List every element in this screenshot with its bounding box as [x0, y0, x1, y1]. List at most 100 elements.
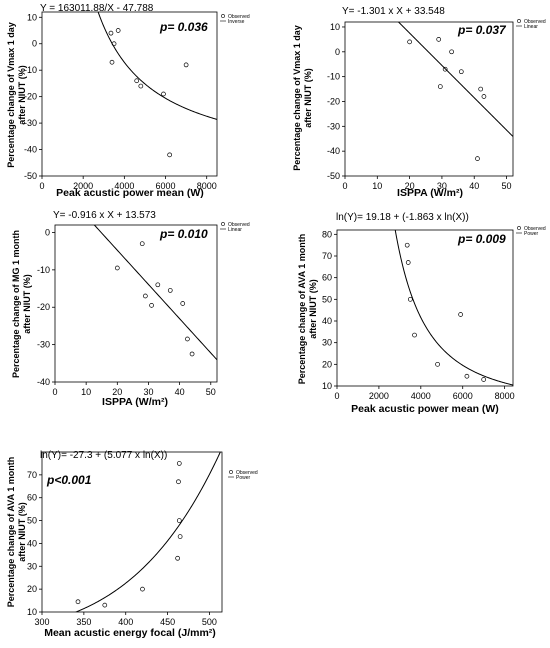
legend-observed-marker	[517, 19, 521, 23]
x-tick-label: 30	[143, 387, 153, 397]
x-tick-label: 0	[52, 387, 57, 397]
regression-equation: Y= -1.301 x X + 33.548	[342, 6, 445, 17]
data-point	[442, 66, 448, 72]
data-point	[177, 534, 183, 539]
x-axis-label: Peak acustic power mean (W)	[351, 403, 499, 415]
x-tick-label: 10	[81, 387, 91, 397]
fit-line	[394, 230, 513, 386]
data-point	[475, 156, 480, 161]
legend-observed-label: Observed	[228, 14, 250, 20]
x-tick-label: 40	[469, 181, 479, 191]
x-tick-label: 30	[437, 181, 447, 191]
data-point	[75, 599, 81, 605]
data-point	[176, 518, 182, 523]
data-point	[185, 336, 190, 342]
plot-frame	[41, 451, 223, 613]
y-tick-label: 50	[27, 516, 37, 526]
y-tick-label: -10	[37, 265, 50, 275]
y-tick-label: -10	[327, 72, 340, 82]
x-tick-label: 400	[118, 617, 133, 627]
data-point	[108, 30, 114, 36]
data-point	[464, 373, 470, 379]
y-tick-label: 50	[322, 294, 332, 304]
x-tick-label: 0	[334, 391, 339, 401]
x-tick-label: 350	[76, 617, 91, 627]
x-tick-label: 2000	[73, 181, 93, 191]
y-axis-label: after NIUT (%)	[303, 68, 313, 128]
y-tick-label: -10	[24, 65, 37, 75]
y-tick-label: 20	[322, 359, 332, 369]
y-axis-label: after NIUT (%)	[308, 279, 318, 339]
data-point	[140, 586, 145, 592]
data-point	[407, 39, 412, 45]
data-point	[134, 78, 140, 84]
legend-fit-label: Power	[236, 475, 251, 481]
x-tick-label: 50	[502, 181, 512, 191]
legend-observed-label: Observed	[524, 226, 546, 232]
scatter-chart-4: 0 2000 4000 6000 8000 10 20 30 40 50 60 70 80 ln(Y)= …	[297, 212, 546, 415]
legend-observed-label: Observed	[524, 19, 546, 25]
regression-equation: ln(Y)= 19.18 + (-1.863 x ln(X))	[336, 212, 469, 223]
data-point	[175, 555, 180, 561]
y-tick-label: -30	[327, 121, 340, 131]
data-point	[111, 41, 117, 47]
data-point	[115, 28, 121, 33]
y-tick-label: 70	[322, 251, 332, 261]
y-axis-label: Percentage change of MG 1 month	[11, 230, 21, 378]
legend-fit-label: Power	[524, 231, 539, 237]
x-axis-label: ISPPA (W/m²)	[397, 187, 463, 199]
data-point	[189, 351, 195, 357]
y-axis-label: Percentage change of AVA 1 month	[297, 234, 307, 385]
data-point	[161, 91, 166, 97]
data-point	[412, 332, 417, 338]
y-tick-label: 30	[322, 338, 332, 348]
regression-equation: Y = 163011.88/X - 47.788	[40, 3, 154, 14]
x-tick-label: 20	[112, 387, 122, 397]
fit-line	[397, 22, 513, 137]
legend-fit-label: Inverse	[228, 19, 245, 25]
fit-line	[74, 452, 221, 612]
x-tick-label: 50	[206, 387, 216, 397]
y-tick-label: -20	[24, 92, 37, 102]
y-tick-label: 20	[27, 584, 37, 594]
x-axis-label: Peak acustic power mean (W)	[56, 187, 204, 199]
x-tick-label: 8000	[495, 391, 515, 401]
y-tick-label: 60	[27, 493, 37, 503]
data-point	[481, 377, 487, 382]
y-tick-label: -50	[327, 171, 340, 181]
regression-equation: Y= -0.916 x X + 13.573	[53, 210, 156, 221]
legend-observed-label: Observed	[236, 470, 258, 476]
data-point	[138, 83, 144, 89]
y-tick-label: 0	[45, 227, 50, 237]
data-point	[155, 282, 161, 288]
x-tick-label: 40	[175, 387, 185, 397]
y-tick-label: -20	[327, 96, 340, 106]
data-point	[437, 84, 443, 89]
y-tick-label: 80	[322, 229, 332, 239]
y-axis-label: after NIUT (%)	[22, 274, 32, 334]
data-point	[176, 479, 181, 485]
x-tick-label: 6000	[453, 391, 473, 401]
x-tick-label: 20	[405, 181, 415, 191]
data-point	[183, 62, 189, 68]
y-axis-label: after NIUT (%)	[17, 65, 27, 125]
legend-observed-marker	[221, 14, 225, 18]
data-point	[404, 242, 410, 248]
y-tick-label: 10	[27, 12, 37, 22]
data-point	[102, 602, 108, 608]
fit-line	[93, 225, 217, 361]
x-tick-label: 8000	[197, 181, 217, 191]
legend-fit-label: Linear	[228, 227, 242, 233]
y-tick-label: 60	[322, 273, 332, 283]
x-tick-label: 10	[372, 181, 382, 191]
x-axis-label: Mean acustic energy focal (J/mm²)	[44, 627, 216, 639]
data-point	[458, 69, 464, 75]
plot-frame	[344, 21, 514, 177]
y-tick-label: 30	[27, 561, 37, 571]
y-tick-label: -30	[24, 118, 37, 128]
y-axis-label: Percentage change of AVA 1 month	[6, 457, 16, 608]
data-point	[405, 260, 411, 265]
y-tick-label: 40	[322, 316, 332, 326]
x-tick-label: 6000	[156, 181, 176, 191]
